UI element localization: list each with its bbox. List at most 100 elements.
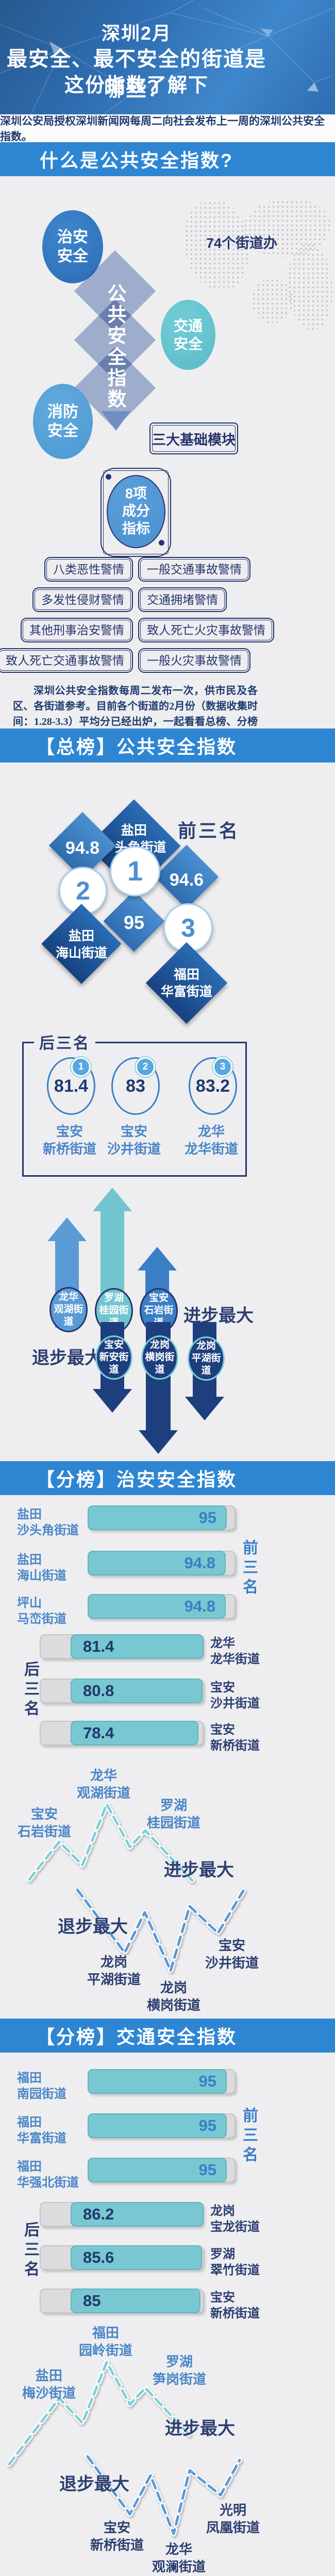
bottom3-item1-label: 宝安 新桥街道 <box>34 1123 106 1158</box>
title-line-3: 这份指数了解下 <box>64 75 209 96</box>
zigzag-valley-label: 宝安 新桥街道 <box>81 2519 153 2554</box>
bar-label: 福田 华富街道 <box>17 2114 66 2146</box>
bar-label-district: 福田 <box>17 2160 42 2174</box>
bar-label-street: 沙井街道 <box>210 1697 260 1711</box>
bottom3-item2-circle: 83 <box>111 1057 160 1115</box>
bar-label-district: 盐田 <box>17 1553 42 1567</box>
bar-label-district: 罗湖 <box>210 2247 235 2261</box>
bar-fill: 80.8 <box>71 1679 203 1703</box>
bottom3-item3-circle: 83.2 <box>189 1057 237 1115</box>
bar-fill: 78.4 <box>71 1721 198 1745</box>
bar-label-street: 宝龙街道 <box>210 2220 260 2234</box>
rank2-medal: 2 <box>59 867 107 915</box>
down-arrow-1-street: 宝安 新安街道 <box>95 1335 132 1380</box>
rank2-name: 盐田 海山街道 <box>48 928 115 961</box>
bar-label-district: 坪山 <box>17 1596 42 1610</box>
zhian-bottom3-label: 后三名 <box>22 1661 39 1720</box>
zigzag-valley-label: 龙华 观澜街道 <box>143 2541 215 2576</box>
bar-label: 福田 华强北街道 <box>17 2159 79 2191</box>
bar-value: 94.8 <box>184 1554 215 1572</box>
indicator-pill: 致人死亡火灾事故警情 <box>138 618 274 642</box>
section-band-jiaotong: 【分榜】交通安全指数 <box>0 2019 335 2053</box>
valley-street: 凤凰街道 <box>206 2519 260 2535</box>
bar-label-street: 海山街道 <box>17 1569 66 1583</box>
section-band-zhian: 【分榜】治安安全指数 <box>0 1461 335 1495</box>
section-band-overall: 【总榜】公共安全指数 <box>0 728 335 762</box>
down1-district: 宝安 <box>104 1340 124 1351</box>
bar-label-district: 龙华 <box>210 1636 235 1650</box>
bar-label: 宝安 新桥街道 <box>210 2290 260 2321</box>
zigzag-peak-label: 龙华 观湖街道 <box>68 1767 140 1802</box>
down-arrow-3-head <box>185 1397 224 1420</box>
valley-district: 宝安 <box>218 1938 245 1953</box>
bottom3-item1-score: 81.4 <box>54 1076 89 1096</box>
up1-street: 观湖街道 <box>54 1304 83 1327</box>
bar-value: 80.8 <box>83 1682 114 1700</box>
module-circle-public-order-line2: 安全 <box>57 248 88 265</box>
valley-district: 龙岗 <box>100 1954 127 1970</box>
bar-label: 盐田 沙头角街道 <box>17 1506 79 1538</box>
up1-district: 龙华 <box>58 1292 78 1303</box>
zigzag-peak-label: 罗湖 笋岗街道 <box>143 2353 215 2388</box>
rank3-score: 94.6 <box>169 870 204 890</box>
bar-label: 龙华 龙华街道 <box>210 1635 260 1667</box>
bar-label-street: 马峦街道 <box>17 1612 66 1626</box>
indicator-pills-left: 八类恶性警情 多发性侵财警情 其他刑事治安警情 致人死亡交通事故警情 <box>0 557 133 673</box>
bar-value: 85 <box>83 2292 101 2310</box>
bottom3-item2-district: 宝安 <box>120 1124 147 1139</box>
zigzag-valley-label: 龙岗 平湖街道 <box>78 1954 150 1989</box>
down-arrow-2-street: 龙岗 横岗街道 <box>141 1335 178 1380</box>
rank2-street: 海山街道 <box>55 945 107 960</box>
valley-street: 观澜街道 <box>152 2558 206 2574</box>
up2-district: 罗湖 <box>104 1293 124 1304</box>
bottom3-item2-badge: 2 <box>136 1057 155 1077</box>
bottom3-item2-street: 沙井街道 <box>107 1141 161 1157</box>
bar-value: 85.6 <box>83 2248 114 2266</box>
peak-street: 石岩街道 <box>17 1823 71 1839</box>
section-band-overall-title: 【总榜】公共安全指数 <box>36 736 237 757</box>
frame-dot-icon <box>159 540 164 546</box>
module-circle-traffic: 交通 安全 <box>161 300 215 370</box>
peak-street: 观湖街道 <box>76 1785 130 1801</box>
zigzag-valley-label: 龙岗 横岗街道 <box>138 1979 210 2014</box>
zhian-trend-chart <box>27 1802 246 1973</box>
bar-fill: 94.8 <box>88 1551 226 1575</box>
jiaotong-regress-label: 退步最大 <box>59 2475 129 2494</box>
module-circle-fire-line1: 消防 <box>47 403 78 420</box>
bar-fill: 86.2 <box>71 2202 204 2227</box>
bottom3-item1-street: 新桥街道 <box>42 1141 96 1157</box>
bar-value: 78.4 <box>83 1724 114 1742</box>
peak-street: 桂园街道 <box>146 1815 200 1831</box>
section-band-what: 什么是公共安全指数? <box>0 142 335 176</box>
title-line-1: 深圳2月 <box>101 23 172 44</box>
world-map-dots <box>288 243 332 330</box>
valley-district: 龙岗 <box>160 1980 187 1995</box>
indicator-pill: 一般火灾事故警情 <box>138 648 250 673</box>
valley-district: 光明 <box>219 2502 246 2518</box>
zigzag-peak-label: 罗湖 桂园街道 <box>138 1797 210 1832</box>
down-arrow-3-street: 龙岗 平湖街道 <box>188 1336 225 1381</box>
zigzag-peak-label: 福田 园岭街道 <box>70 2325 142 2360</box>
bar-label-district: 宝安 <box>210 2291 235 2304</box>
zhian-progress-label: 进步最大 <box>164 1860 234 1880</box>
up-arrow-1-head <box>47 1217 87 1241</box>
top3-label: 前三名 <box>178 820 240 841</box>
indicator-circle-line3: 指标 <box>122 520 150 536</box>
section-band-jiaotong-title: 【分榜】交通安全指数 <box>36 2026 237 2047</box>
world-map-dots <box>185 201 249 291</box>
jiaotong-trend-chart <box>7 2360 242 2536</box>
bar-label: 福田 南园街道 <box>17 2070 66 2102</box>
bottom3-item2-rank: 2 <box>142 1061 148 1072</box>
rank3-district: 福田 <box>173 968 199 982</box>
jiaotong-bottom3-label: 后三名 <box>22 2222 39 2280</box>
bar-value: 95 <box>198 2161 216 2179</box>
peak-district: 福田 <box>92 2325 119 2341</box>
peak-district: 宝安 <box>30 1806 58 1822</box>
three-modules-badge: 三大基础模块 <box>149 422 238 454</box>
section-band-zhian-title: 【分榜】治安安全指数 <box>36 1469 237 1490</box>
polygon-mesh-decoration <box>0 0 335 115</box>
zigzag-peak-label: 宝安 石岩街道 <box>8 1806 80 1841</box>
module-circle-public-order: 治安 安全 <box>42 210 103 283</box>
module-circle-traffic-line1: 交通 <box>173 318 203 334</box>
rank3-number: 3 <box>181 913 195 942</box>
